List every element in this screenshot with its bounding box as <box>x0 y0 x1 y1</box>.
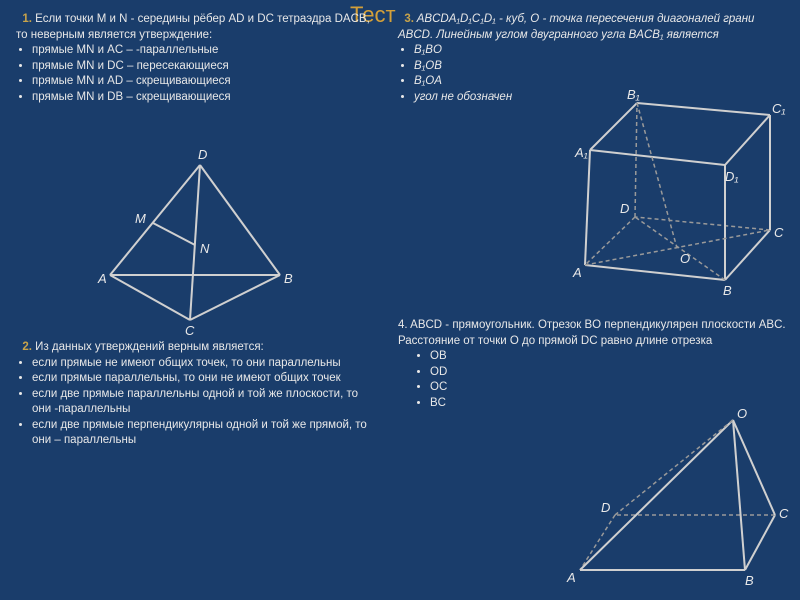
q2-text: Из данных утверждений верным является: <box>32 341 264 353</box>
svg-text:M: M <box>135 211 146 226</box>
q4-opt: OC <box>430 380 788 396</box>
svg-text:O: O <box>680 251 690 266</box>
q1-opt: прямые MN и DB – скрещивающиеся <box>32 90 376 106</box>
svg-text:B₁: B₁ <box>627 87 640 102</box>
svg-text:C₁: C₁ <box>772 101 786 116</box>
q1-opt: прямые MN и AC – -параллельные <box>32 43 376 59</box>
svg-text:C: C <box>774 225 784 240</box>
svg-text:D₁: D₁ <box>725 169 739 184</box>
q2-opt: если две прямые параллельны одной и той … <box>32 387 376 418</box>
svg-text:D: D <box>601 500 610 515</box>
rect-figure: A B C D O <box>545 400 795 595</box>
svg-text:N: N <box>200 241 210 256</box>
svg-text:B: B <box>745 573 754 588</box>
svg-text:C: C <box>185 323 195 335</box>
question-2: 2. Из данных утверждений верным является… <box>16 340 376 449</box>
q2-opt: если прямые не имеют общих точек, то они… <box>32 356 376 372</box>
q1-opt: прямые MN и AD – скрещивающиеся <box>32 74 376 90</box>
cube-figure: A B C D A₁ D₁ C₁ B₁ O <box>545 85 795 305</box>
svg-text:A: A <box>97 271 107 286</box>
svg-text:C: C <box>779 506 789 521</box>
svg-text:A: A <box>572 265 582 280</box>
question-4: 4. ABCD - прямоугольник. Отрезок BO перп… <box>398 318 788 411</box>
svg-text:O: O <box>737 406 747 421</box>
q1-intro: 1. Если точки М и N - середины рёбер AD … <box>16 12 376 43</box>
svg-text:A₁: A₁ <box>574 145 588 160</box>
q2-opt: если две прямые перпендикулярны одной и … <box>32 418 376 449</box>
q4-opt: OB <box>430 349 788 365</box>
svg-text:D: D <box>198 147 207 162</box>
q4-opt: OD <box>430 365 788 381</box>
q2-opt: если прямые параллельны, то они не имеют… <box>32 371 376 387</box>
question-1: 1. Если точки М и N - середины рёбер AD … <box>16 12 376 105</box>
q3-text: ABCDA₁D₁C₁D₁ - куб, О - точка пересечени… <box>398 13 754 41</box>
q1-options: прямые MN и AC – -параллельные прямые MN… <box>16 43 376 105</box>
svg-text:B: B <box>284 271 293 286</box>
q3-opt: B₁OB <box>414 59 788 75</box>
q1-num: 1. <box>22 13 32 25</box>
q2-num: 2. <box>22 341 32 353</box>
q3-opt: B₁BO <box>414 43 788 59</box>
q1-opt: прямые MN и DC – пересекающиеся <box>32 59 376 75</box>
svg-text:B: B <box>723 283 732 298</box>
q1-text: Если точки М и N - середины рёбер AD и D… <box>16 13 370 41</box>
q2-intro: 2. Из данных утверждений верным является… <box>16 340 376 356</box>
svg-text:D: D <box>620 201 629 216</box>
q2-options: если прямые не имеют общих точек, то они… <box>16 356 376 449</box>
q4-intro: 4. ABCD - прямоугольник. Отрезок BO перп… <box>398 318 788 349</box>
q3-num: 3. <box>404 13 414 25</box>
q3-intro: 3. ABCDA₁D₁C₁D₁ - куб, О - точка пересеч… <box>398 12 788 43</box>
svg-text:A: A <box>566 570 576 585</box>
tetrahedron-figure: A B C D M N <box>80 145 330 335</box>
